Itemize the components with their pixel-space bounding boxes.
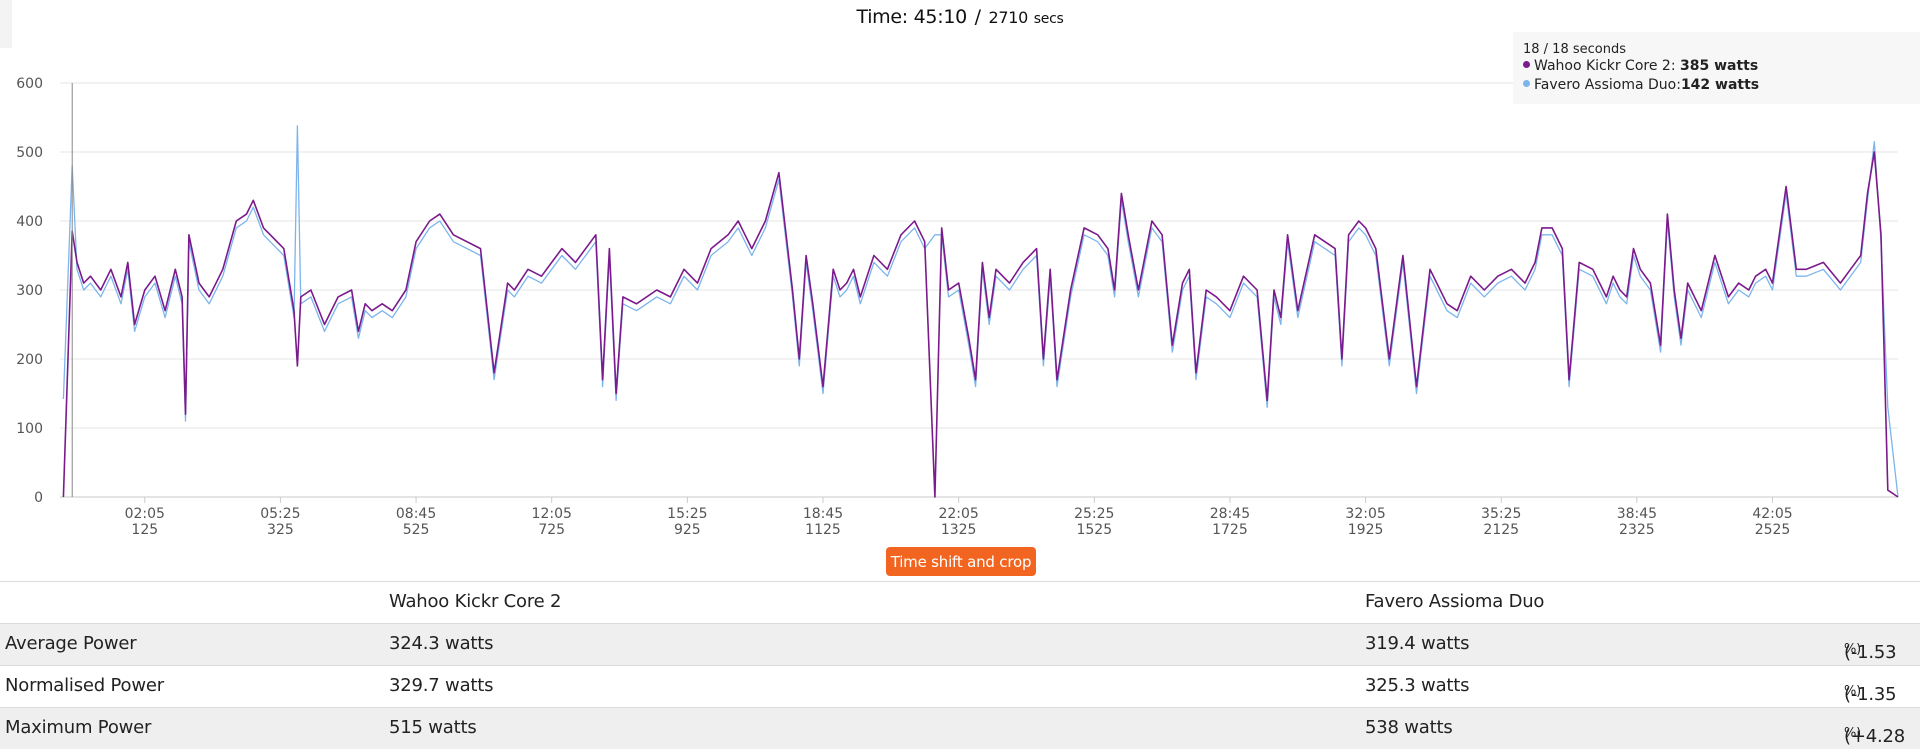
x-tick-label-time: 15:25 xyxy=(667,506,707,522)
x-tick-label-seconds: 2525 xyxy=(1755,522,1791,538)
x-tick-label-time: 08:45 xyxy=(396,506,436,522)
x-tick-label-time: 02:05 xyxy=(125,506,165,522)
favero-value: 538 watts xyxy=(1365,717,1453,738)
x-tick-label-seconds: 1725 xyxy=(1212,522,1248,538)
favero-value: 325.3 watts xyxy=(1365,675,1470,696)
series-line-wahoo xyxy=(62,151,1899,498)
x-tick-label-time: 22:05 xyxy=(938,506,978,522)
y-tick-label: 300 xyxy=(16,283,43,299)
stats-header-row: Wahoo Kickr Core 2 Favero Assioma Duo xyxy=(0,581,1920,623)
x-tick-label-time: 05:25 xyxy=(260,506,300,522)
table-row: Normalised Power 329.7 watts 325.3 watts… xyxy=(0,665,1920,707)
wahoo-value: 515 watts xyxy=(389,717,477,738)
row-label: Normalised Power xyxy=(5,675,164,696)
y-tick-label: 200 xyxy=(16,352,43,368)
x-tick-label-seconds: 1925 xyxy=(1348,522,1384,538)
chart-tooltip: 18 / 18 seconds Wahoo Kickr Core 2: 385 … xyxy=(1513,32,1920,104)
x-tick-label-time: 32:05 xyxy=(1345,506,1385,522)
series-line-favero xyxy=(62,125,1899,498)
row-label: Maximum Power xyxy=(5,717,152,738)
y-tick-label: 400 xyxy=(16,214,43,230)
time-label: Time: xyxy=(856,6,908,28)
x-tick-label-seconds: 1325 xyxy=(941,522,977,538)
header-wahoo: Wahoo Kickr Core 2 xyxy=(389,591,562,612)
tooltip-wahoo-value: 385 watts xyxy=(1680,58,1759,74)
top-left-strip xyxy=(0,0,12,48)
tooltip-favero-value: 142 watts xyxy=(1680,77,1760,93)
time-separator: / xyxy=(974,6,981,28)
time-value: 45:10 xyxy=(913,6,968,28)
wahoo-value: 329.7 watts xyxy=(389,675,494,696)
x-tick-label-time: 12:05 xyxy=(532,506,572,522)
wahoo-value: 324.3 watts xyxy=(389,633,494,654)
tooltip-row-wahoo: Wahoo Kickr Core 2: 385 watts xyxy=(1523,58,1758,74)
favero-dot-icon xyxy=(1523,79,1530,87)
x-tick-label-seconds: 325 xyxy=(267,522,294,538)
x-tick-label-seconds: 925 xyxy=(674,522,701,538)
total-seconds: 2710 xyxy=(988,8,1029,27)
x-tick-label-seconds: 1525 xyxy=(1076,522,1112,538)
x-tick-label-time: 35:25 xyxy=(1481,506,1521,522)
x-tick-label-time: 42:05 xyxy=(1752,506,1792,522)
table-row: Average Power 324.3 watts 319.4 watts (-… xyxy=(0,623,1920,665)
x-tick-label-seconds: 1125 xyxy=(805,522,841,538)
x-tick-label-seconds: 2325 xyxy=(1619,522,1655,538)
x-tick-label-seconds: 2125 xyxy=(1483,522,1519,538)
time-header: Time: 45:10 / 2710 secs xyxy=(0,6,1920,28)
stats-table: Wahoo Kickr Core 2 Favero Assioma Duo Av… xyxy=(0,581,1920,749)
x-tick-label-time: 25:25 xyxy=(1074,506,1114,522)
tooltip-row-favero: Favero Assioma Duo:142 watts xyxy=(1523,77,1759,93)
x-tick-label-seconds: 725 xyxy=(538,522,565,538)
x-tick-label-seconds: 125 xyxy=(131,522,158,538)
x-tick-label-time: 18:45 xyxy=(803,506,843,522)
wahoo-dot-icon xyxy=(1523,60,1530,68)
row-label: Average Power xyxy=(5,633,137,654)
x-tick-label-seconds: 525 xyxy=(403,522,430,538)
y-tick-label: 500 xyxy=(16,145,43,161)
seconds-unit: secs xyxy=(1033,11,1064,27)
header-favero: Favero Assioma Duo xyxy=(1365,591,1545,612)
y-tick-label: 0 xyxy=(34,490,43,506)
favero-value: 319.4 watts xyxy=(1365,633,1470,654)
y-tick-label: 100 xyxy=(16,421,43,437)
tooltip-wahoo-name: Wahoo Kickr Core 2: xyxy=(1534,58,1676,74)
time-shift-crop-button[interactable]: Time shift and crop xyxy=(886,547,1036,576)
tooltip-time: 18 / 18 seconds xyxy=(1523,42,1626,57)
x-tick-label-time: 28:45 xyxy=(1210,506,1250,522)
tooltip-favero-name: Favero Assioma Duo: xyxy=(1534,77,1681,93)
table-row: Maximum Power 515 watts 538 watts (+4.28… xyxy=(0,707,1920,749)
x-tick-label-time: 38:45 xyxy=(1617,506,1657,522)
y-tick-label: 600 xyxy=(16,76,43,92)
